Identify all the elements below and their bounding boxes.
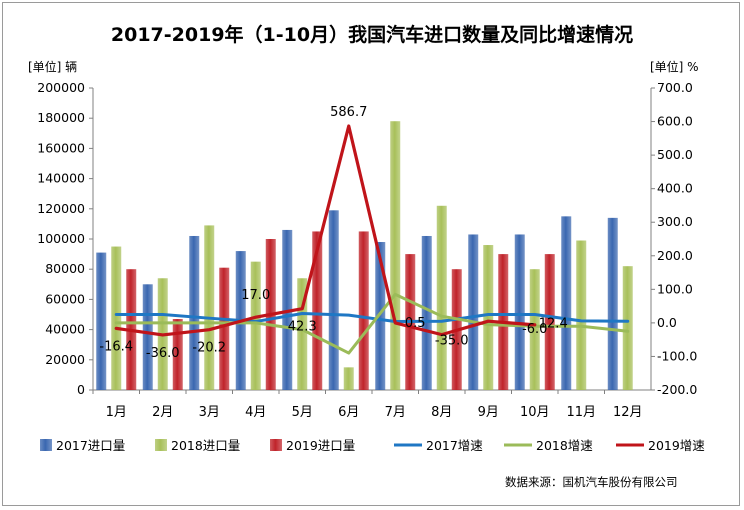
data-label-2019-growth: -36.0: [146, 346, 180, 361]
legend-swatch: [270, 439, 282, 451]
legend-label: 2019进口量: [286, 438, 355, 453]
left-tick-label: 160000: [37, 140, 85, 155]
bar-2017: [468, 234, 479, 390]
bar-2018: [343, 367, 354, 390]
x-tick-label: 6月: [338, 405, 359, 420]
bar-2019: [312, 231, 323, 390]
left-tick-label: 40000: [45, 322, 85, 337]
data-label-2019-growth: -35.0: [435, 334, 469, 349]
chart-title: 2017-2019年（1-10月）我国汽车进口数量及同比增速情况: [110, 24, 634, 46]
bar-2017: [421, 235, 432, 390]
left-tick-label: 200000: [37, 80, 85, 95]
left-tick-label: 60000: [45, 291, 85, 306]
data-source: 数据来源：国机汽车股份有限公司: [505, 475, 678, 489]
bar-2017: [607, 217, 618, 390]
legend-swatch: [40, 439, 52, 451]
bar-2018: [297, 278, 308, 390]
x-tick-label: 2月: [152, 405, 173, 420]
legend-label: 2017进口量: [56, 438, 125, 453]
bar-2018: [204, 225, 215, 390]
bar-2017: [375, 242, 386, 390]
right-tick-label: 200.0: [657, 248, 693, 263]
data-label-2019-growth: 0.5: [405, 316, 426, 331]
right-tick-label: 400.0: [657, 181, 693, 196]
left-tick-label: 180000: [37, 110, 85, 125]
bar-2019: [219, 267, 230, 390]
left-tick-label: 0: [77, 382, 85, 397]
bar-2017: [328, 210, 339, 390]
x-tick-label: 1月: [106, 405, 127, 420]
bar-2018: [250, 261, 261, 390]
right-tick-label: 0.0: [657, 315, 677, 330]
bar-2017: [561, 216, 572, 390]
right-tick-label: 300.0: [657, 214, 693, 229]
left-tick-label: 80000: [45, 261, 85, 276]
bar-2017: [189, 235, 200, 390]
bar-2018: [529, 269, 540, 390]
right-tick-label: 500.0: [657, 147, 693, 162]
bar-2018: [390, 121, 401, 390]
bar-2019: [358, 231, 369, 390]
legend-swatch: [155, 439, 167, 451]
line-2019-growth: [114, 124, 537, 337]
bar-2019: [544, 254, 555, 390]
data-label-2019-growth: -6.0: [522, 322, 547, 337]
legend-label: 2018增速: [536, 438, 593, 453]
right-tick-label: -100.0: [657, 348, 697, 363]
data-label-2019-growth: 42.3: [288, 320, 317, 335]
legend-label: 2017增速: [426, 438, 483, 453]
bar-2017: [142, 284, 153, 390]
left-axis-unit: [单位] 辆: [28, 60, 78, 74]
line-2017-growth: [114, 311, 630, 324]
bar-2018: [576, 240, 587, 390]
line-2018-growth: [114, 292, 630, 355]
left-tick-label: 100000: [37, 231, 85, 246]
data-label-2019-growth: -20.2: [192, 341, 226, 356]
x-tick-label: 5月: [292, 405, 313, 420]
bar-2018: [436, 205, 447, 390]
bar-2018: [622, 266, 633, 390]
legend-label: 2019增速: [648, 438, 705, 453]
right-tick-label: 600.0: [657, 114, 693, 129]
bar-2017: [514, 234, 525, 390]
x-tick-label: 9月: [478, 405, 499, 420]
data-label-2019-growth: 12.4: [539, 317, 568, 332]
legend-label: 2018进口量: [171, 438, 240, 453]
right-tick-label: 100.0: [657, 281, 693, 296]
x-tick-label: 12月: [613, 405, 643, 420]
data-label-2019-growth: 17.0: [241, 288, 270, 303]
x-tick-label: 11月: [566, 405, 596, 420]
bar-2018: [111, 246, 122, 390]
data-label-2019-growth: -16.4: [99, 339, 133, 354]
right-axis-unit: [单位] %: [650, 60, 699, 74]
left-tick-label: 140000: [37, 171, 85, 186]
x-tick-label: 4月: [245, 405, 266, 420]
data-label-2019-growth: 586.7: [330, 105, 367, 120]
bar-2018: [483, 245, 494, 390]
right-tick-label: -200.0: [657, 382, 697, 397]
right-tick-label: 700.0: [657, 80, 693, 95]
left-tick-label: 20000: [45, 352, 85, 367]
x-tick-label: 7月: [385, 405, 406, 420]
bar-2019: [172, 319, 183, 390]
x-tick-label: 3月: [199, 405, 220, 420]
bar-2017: [96, 252, 107, 390]
left-tick-label: 120000: [37, 201, 85, 216]
x-tick-label: 8月: [431, 405, 452, 420]
x-tick-label: 10月: [520, 405, 550, 420]
